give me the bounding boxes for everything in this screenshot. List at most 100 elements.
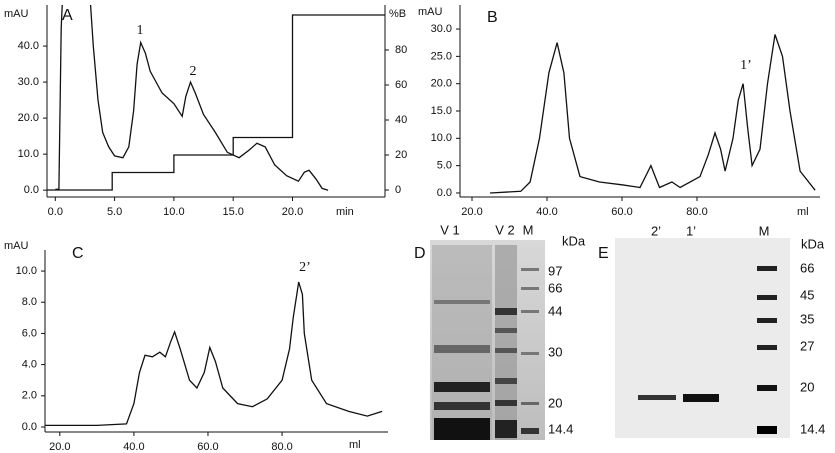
lane-smear (495, 245, 517, 440)
y-tick-label: 10.0 (16, 265, 37, 277)
lane-label: M (523, 222, 534, 237)
line-chart: 0.0 5.0 10.0 15.0 20.0 0.0 10.0 20.0 30.0 40.0 0 20… (4, 5, 407, 218)
x-tick-label: 40.0 (123, 441, 144, 453)
band (434, 382, 490, 392)
band (757, 345, 777, 350)
band (521, 268, 539, 271)
x-tick-label: 60.0 (197, 441, 218, 453)
band (521, 352, 539, 355)
marker-label: 35 (800, 311, 814, 326)
band (495, 328, 517, 333)
y-tick-label: 30.0 (18, 76, 39, 88)
band (434, 402, 490, 410)
peak-label: 1’ (740, 58, 752, 73)
panel-label: A (62, 7, 73, 24)
y-tick-label: 0.0 (22, 421, 37, 433)
y2-tick-label: 0 (395, 184, 401, 196)
x-tick-label: 10.0 (163, 206, 184, 218)
y-tick-label: 6.0 (22, 327, 37, 339)
x-axis-label: min (336, 206, 354, 218)
y-tick-label: 0.0 (24, 184, 39, 196)
gel-e (615, 238, 790, 438)
y-tick-label: 40.0 (18, 40, 39, 52)
band (434, 300, 490, 304)
band (521, 402, 539, 405)
band (495, 308, 517, 315)
lane-smear (432, 245, 492, 440)
peak-label: 2’ (299, 260, 311, 275)
marker-label: 20 (548, 395, 562, 410)
y-tick-label: 10.0 (431, 132, 452, 144)
x-tick-label: 5.0 (107, 206, 122, 218)
y-tick-label: 20.0 (18, 112, 39, 124)
marker-label: 20 (800, 379, 814, 394)
lane-label: 2’ (651, 223, 661, 238)
trace (55, 5, 329, 191)
x-tick-label: 80.0 (686, 206, 707, 218)
marker-label: 66 (548, 280, 562, 295)
panel-label: C (72, 245, 84, 262)
marker-label: 66 (800, 260, 814, 275)
unit-label: kDa (801, 236, 825, 251)
y-tick-label: 5.0 (437, 160, 452, 172)
lane-label: V 2 (495, 222, 515, 237)
y-tick-label: 25.0 (431, 50, 452, 62)
y-tick-label: 30.0 (431, 23, 452, 35)
panel-label: B (487, 9, 498, 26)
y-tick-label: 10.0 (18, 148, 39, 160)
band (757, 426, 777, 434)
y2-axis-label: %B (389, 8, 406, 20)
band (683, 394, 719, 402)
y-axis-label: mAU (418, 6, 443, 18)
y-axis-label: mAU (4, 8, 29, 20)
x-axis-label: ml (797, 206, 809, 218)
x-tick-label: 0.0 (48, 206, 63, 218)
x-tick-label: 60.0 (611, 206, 632, 218)
y-tick-label: 15.0 (431, 105, 452, 117)
y-tick-label: 2.0 (22, 390, 37, 402)
lane-label: M (759, 223, 770, 238)
band (495, 400, 517, 406)
lane-label: 1’ (686, 223, 696, 238)
band (495, 378, 517, 384)
gel-d (430, 240, 545, 440)
marker-label: 14.4 (800, 421, 825, 436)
band (521, 287, 539, 290)
y-tick-label: 20.0 (431, 78, 452, 90)
marker-label: 30 (548, 344, 562, 359)
marker-label: 27 (800, 338, 814, 353)
trace (489, 34, 816, 194)
marker-label: 44 (548, 303, 562, 318)
marker-label: 97 (548, 263, 562, 278)
x-tick-label: 20.0 (49, 441, 70, 453)
y2-tick-label: 20 (395, 149, 407, 161)
band (495, 348, 517, 353)
y2-tick-label: 60 (395, 79, 407, 91)
band (521, 428, 539, 434)
y-tick-label: 4.0 (22, 359, 37, 371)
band (638, 395, 676, 400)
x-tick-label: 40.0 (536, 206, 557, 218)
line-chart: 20.0 40.0 60.0 80.0 0.0 5.0 10.0 15.0 20.0 25.0 30… (418, 5, 820, 218)
trace (47, 14, 385, 191)
band (757, 318, 777, 323)
marker-label: 45 (800, 287, 814, 302)
x-axis-label: ml (349, 439, 361, 451)
x-tick-label: 80.0 (271, 441, 292, 453)
lane-label: V 1 (440, 222, 460, 237)
y-tick-label: 8.0 (22, 296, 37, 308)
x-tick-label: 15.0 (222, 206, 243, 218)
band (434, 418, 490, 440)
band (521, 310, 539, 313)
band (495, 420, 517, 438)
y-tick-label: 0.0 (437, 187, 452, 199)
band (434, 345, 490, 353)
y2-tick-label: 80 (395, 44, 407, 56)
y2-tick-label: 40 (395, 114, 407, 126)
unit-label: kDa (562, 233, 586, 248)
marker-label: 14.4 (548, 421, 573, 436)
band (757, 266, 777, 271)
trace (45, 281, 383, 427)
